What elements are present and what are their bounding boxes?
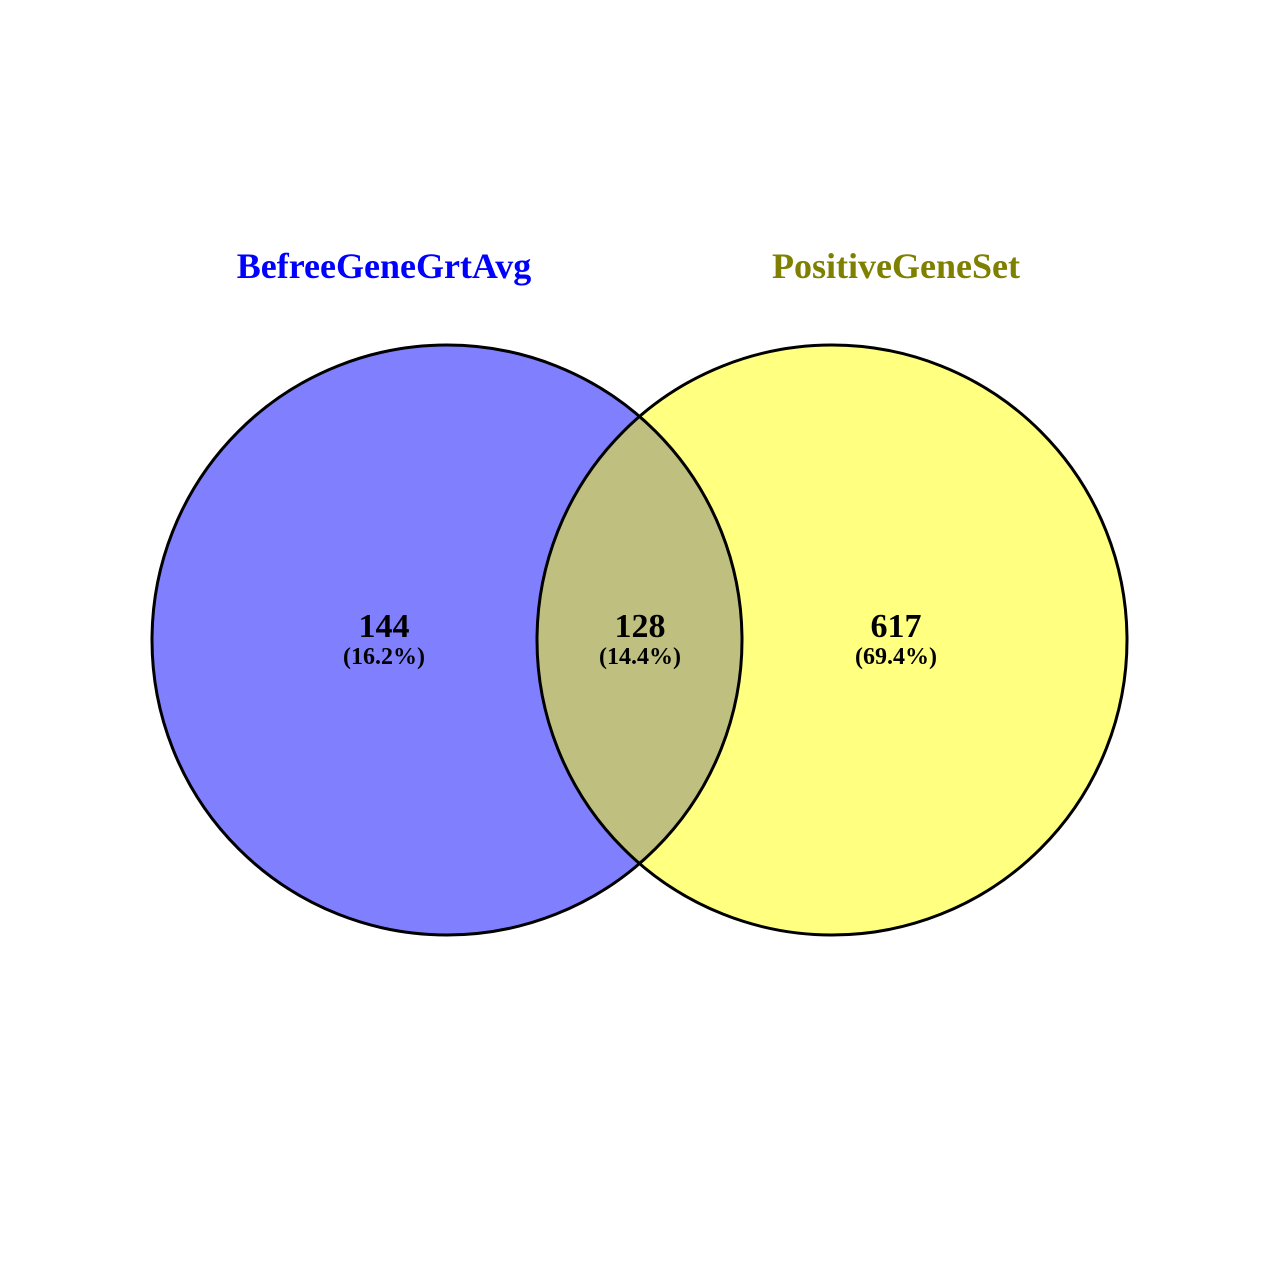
overlap-region <box>537 345 742 935</box>
set-outline-left <box>150 343 744 937</box>
set-label-left: BefreeGeneGrtAvg <box>237 246 532 286</box>
overlap-percent: (14.4%) <box>599 644 681 670</box>
right-only-count: 617 <box>871 608 922 645</box>
set-outline-right <box>535 343 1129 937</box>
right-only-percent: (69.4%) <box>855 644 937 670</box>
left-only-percent: (16.2%) <box>343 644 425 670</box>
set-label-right: PositiveGeneSet <box>772 246 1020 286</box>
overlap-count: 128 <box>615 608 666 645</box>
left-only-count: 144 <box>359 608 410 645</box>
